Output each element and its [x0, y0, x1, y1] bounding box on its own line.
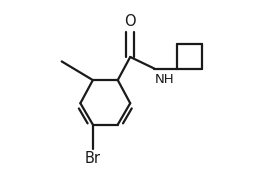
Text: O: O: [124, 14, 136, 29]
Text: NH: NH: [155, 73, 175, 86]
Text: Br: Br: [85, 151, 101, 166]
